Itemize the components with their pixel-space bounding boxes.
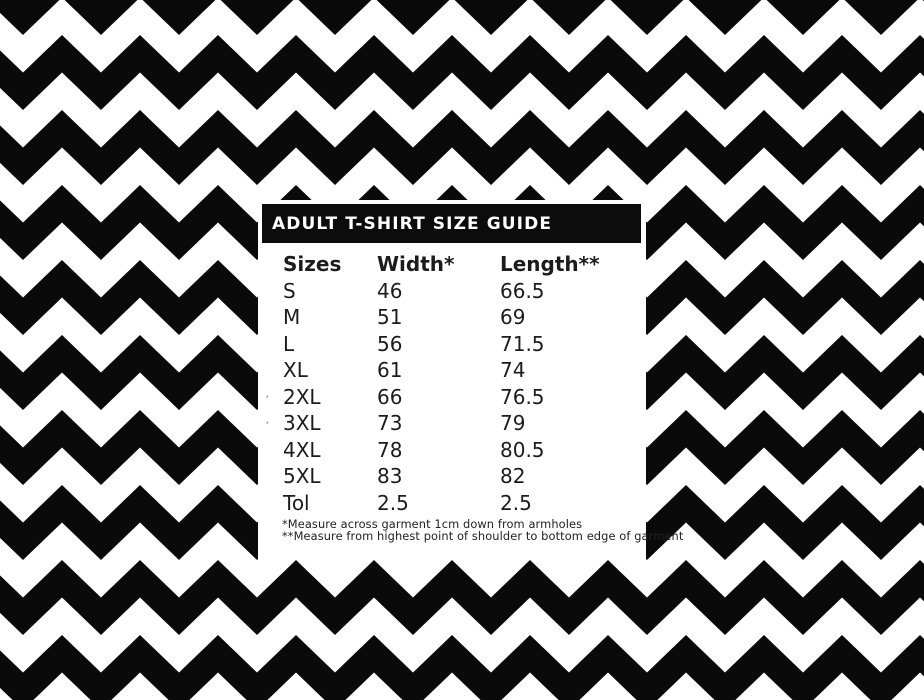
size-table: Sizes Width* Length** S 46 66.5 M 51 69 … — [265, 251, 633, 517]
size-guide-card: ADULT T-SHIRT SIZE GUIDE Sizes Width* Le… — [258, 200, 684, 560]
footnote-length: **Measure from highest point of shoulder… — [282, 529, 684, 544]
width-cell: 46 — [377, 278, 403, 303]
length-cell: 74 — [500, 358, 526, 382]
size-cell: XL — [283, 358, 308, 382]
footnote-width: *Measure across garment 1cm down from ar… — [282, 517, 583, 531]
width-cell: 66 — [377, 384, 403, 409]
width-cell: 73 — [377, 411, 403, 435]
length-cell: 80.5 — [500, 437, 545, 462]
row-artifact-dot: · — [265, 414, 270, 432]
table-row: 4XL 78 80.5 — [283, 437, 633, 464]
length-cell: 82 — [500, 464, 526, 488]
column-header-width: Width* — [377, 252, 455, 276]
size-cell: 2XL — [283, 384, 321, 409]
length-cell: 76.5 — [500, 384, 545, 409]
size-cell: S — [283, 278, 296, 303]
length-cell: 69 — [500, 305, 526, 329]
column-header-length: Length** — [500, 252, 600, 276]
column-header-sizes: Sizes — [283, 252, 342, 276]
width-cell: 61 — [377, 358, 403, 382]
length-cell: 2.5 — [500, 490, 532, 515]
table-header-row: Sizes Width* Length** — [283, 251, 633, 278]
width-cell: 83 — [377, 464, 403, 488]
length-cell: 79 — [500, 411, 526, 435]
table-row: · 3XL 73 79 — [265, 410, 633, 437]
width-cell: 51 — [377, 305, 403, 329]
size-cell: 5XL — [283, 464, 321, 488]
length-cell: 71.5 — [500, 331, 545, 356]
size-cell: Tol — [283, 490, 310, 515]
size-cell: 3XL — [283, 411, 321, 435]
table-row: Tol 2.5 2.5 — [283, 490, 633, 517]
table-row: · 2XL 66 76.5 — [265, 384, 633, 411]
title-bar: ADULT T-SHIRT SIZE GUIDE — [262, 204, 641, 243]
footnotes: *Measure across garment 1cm down from ar… — [282, 517, 684, 544]
width-cell: 2.5 — [377, 490, 409, 515]
size-cell: M — [283, 305, 301, 329]
table-row: S 46 66.5 — [283, 278, 633, 305]
table-row: 5XL 83 82 — [283, 463, 633, 490]
width-cell: 78 — [377, 437, 403, 462]
size-cell: L — [283, 331, 295, 356]
table-row: XL 61 74 — [283, 357, 633, 384]
table-row: M 51 69 — [283, 304, 633, 331]
row-artifact-dot: · — [265, 387, 270, 406]
table-row: L 56 71.5 — [283, 331, 633, 358]
page-title: ADULT T-SHIRT SIZE GUIDE — [272, 213, 553, 234]
size-cell: 4XL — [283, 437, 321, 462]
length-cell: 66.5 — [500, 278, 545, 303]
width-cell: 56 — [377, 331, 403, 356]
